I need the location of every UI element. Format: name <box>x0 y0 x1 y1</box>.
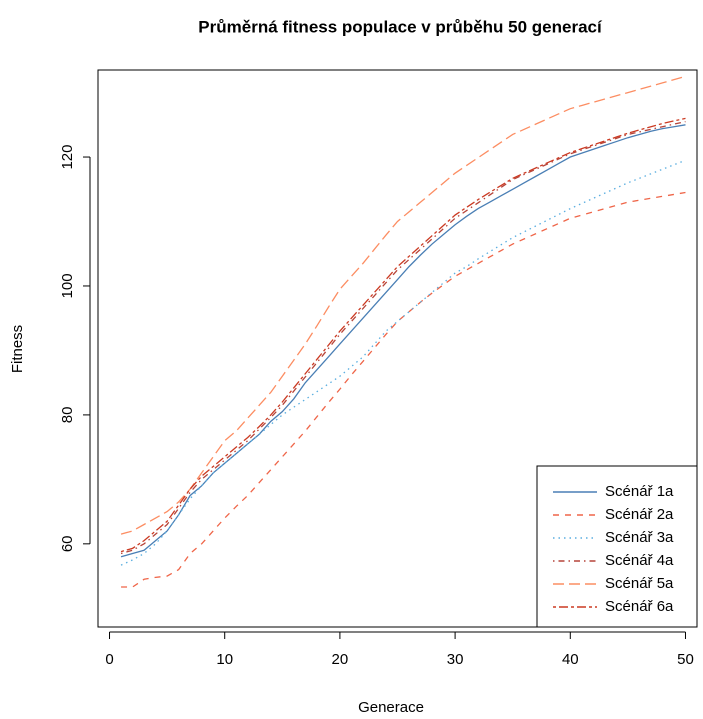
x-tick-label: 0 <box>105 651 113 668</box>
legend-label: Scénář 3a <box>605 529 674 546</box>
series-line <box>120 117 686 553</box>
x-tick-label: 20 <box>332 651 349 668</box>
series-line <box>120 120 686 555</box>
y-tick-label: 80 <box>59 407 76 424</box>
x-tick-label: 10 <box>216 651 233 668</box>
plot-box <box>97 69 698 628</box>
x-axis-label: Generace <box>358 699 424 716</box>
legend-label: Scénář 6a <box>605 598 674 615</box>
legend-label: Scénář 1a <box>605 483 674 500</box>
y-tick-label: 120 <box>59 145 76 170</box>
legend-label: Scénář 5a <box>605 575 674 592</box>
legend-label: Scénář 2a <box>605 506 674 523</box>
x-tick-label: 30 <box>447 651 464 668</box>
y-tick-label: 60 <box>59 535 76 552</box>
series-line <box>120 124 686 558</box>
y-tick-label: 100 <box>59 273 76 298</box>
x-tick-label: 50 <box>677 651 694 668</box>
series-line <box>121 191 686 588</box>
x-tick-label: 40 <box>562 651 579 668</box>
legend-label: Scénář 4a <box>605 552 674 569</box>
legend-box <box>536 465 698 628</box>
chart-title: Průměrná fitness populace v průběhu 50 g… <box>198 17 603 36</box>
y-axis-label: Fitness <box>9 325 26 373</box>
